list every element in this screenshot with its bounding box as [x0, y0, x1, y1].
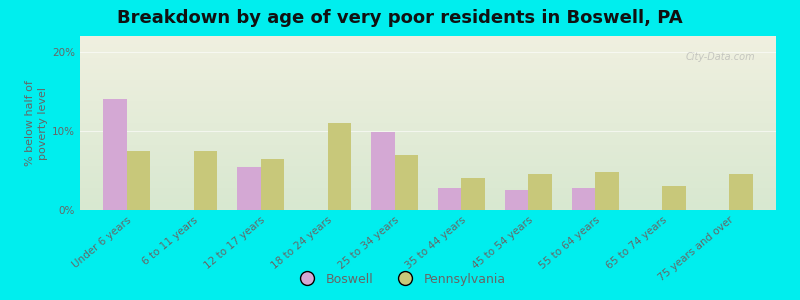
Bar — [462, 178, 485, 210]
Text: City-Data.com: City-Data.com — [686, 52, 755, 62]
Bar — [371, 133, 394, 210]
Bar — [127, 151, 150, 210]
Y-axis label: % below half of
poverty level: % below half of poverty level — [25, 80, 48, 166]
Bar — [572, 188, 595, 210]
Bar — [328, 123, 351, 210]
Bar — [595, 172, 618, 210]
Bar — [238, 167, 261, 210]
Bar — [103, 99, 127, 210]
Bar — [194, 151, 217, 210]
Bar — [261, 159, 284, 210]
Text: Breakdown by age of very poor residents in Boswell, PA: Breakdown by age of very poor residents … — [117, 9, 683, 27]
Legend: Boswell, Pennsylvania: Boswell, Pennsylvania — [290, 268, 510, 291]
Bar — [729, 174, 753, 210]
Bar — [662, 186, 686, 210]
Bar — [528, 174, 552, 210]
Bar — [438, 188, 462, 210]
Bar — [505, 190, 528, 210]
Bar — [394, 154, 418, 210]
